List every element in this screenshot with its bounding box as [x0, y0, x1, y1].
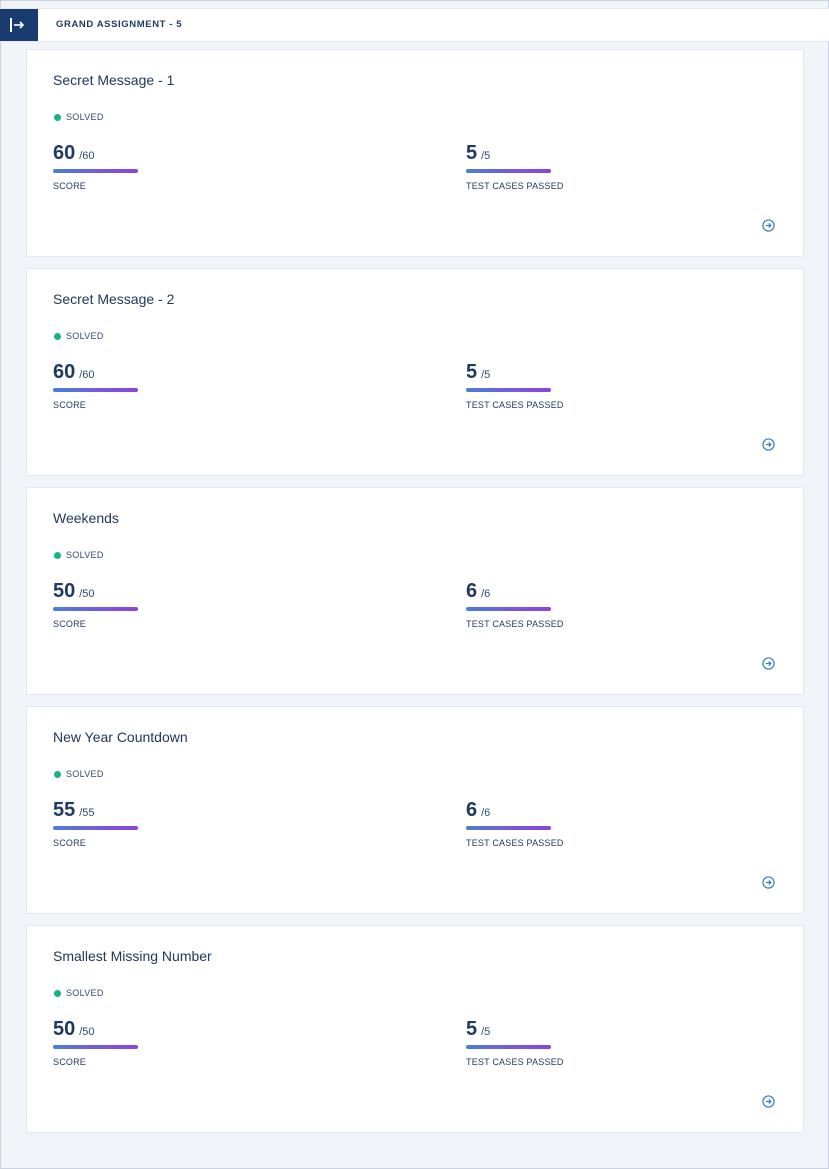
- status-badge: SOLVED: [54, 550, 104, 560]
- solved-dot-icon: [54, 332, 61, 340]
- arrow-right-circle-icon: [762, 876, 775, 889]
- test-cases-metric: 6 /6 TEST CASES PASSED: [466, 580, 564, 629]
- score-max: /55: [79, 807, 95, 819]
- problem-title: Weekends: [53, 510, 119, 526]
- test-cases-metric: 6 /6 TEST CASES PASSED: [466, 799, 564, 848]
- problem-title: Smallest Missing Number: [53, 948, 212, 964]
- test-cases-value: 6: [466, 580, 478, 602]
- test-cases-progress-bar: [466, 1045, 551, 1049]
- score-label: SCORE: [53, 400, 87, 410]
- solved-dot-icon: [54, 989, 61, 997]
- score-label: SCORE: [53, 181, 87, 191]
- problem-title: Secret Message - 1: [53, 72, 175, 88]
- score-label: SCORE: [53, 1057, 87, 1067]
- score-label: SCORE: [53, 619, 87, 629]
- problem-card: Weekends SOLVED 50 /50 SCORE 6 /6 TEST C…: [26, 487, 804, 695]
- test-cases-label: TEST CASES PASSED: [466, 181, 564, 191]
- score-max: /60: [79, 369, 95, 381]
- test-cases-metric: 5 /5 TEST CASES PASSED: [466, 361, 564, 410]
- score-max: /50: [79, 588, 95, 600]
- arrow-right-circle-icon: [762, 219, 775, 232]
- arrow-right-circle-icon: [762, 438, 775, 451]
- score-progress-bar: [53, 169, 138, 173]
- status-label: SOLVED: [66, 112, 104, 122]
- open-problem-button[interactable]: [762, 657, 775, 670]
- open-problem-button[interactable]: [762, 876, 775, 889]
- problem-card: Smallest Missing Number SOLVED 50 /50 SC…: [26, 925, 804, 1133]
- test-cases-progress-bar: [466, 388, 551, 392]
- assignment-title: GRAND ASSIGNMENT - 5: [56, 19, 183, 30]
- test-cases-max: /6: [481, 807, 491, 819]
- score-max: /60: [79, 150, 95, 162]
- score-progress-bar: [53, 607, 138, 611]
- test-cases-max: /5: [481, 1026, 491, 1038]
- score-metric: 50 /50 SCORE: [53, 580, 138, 629]
- expand-sidebar-button[interactable]: [0, 9, 38, 41]
- test-cases-label: TEST CASES PASSED: [466, 1057, 564, 1067]
- score-value: 60: [53, 361, 76, 383]
- test-cases-label: TEST CASES PASSED: [466, 838, 564, 848]
- arrow-right-circle-icon: [762, 1095, 775, 1108]
- test-cases-max: /6: [481, 588, 491, 600]
- test-cases-value: 5: [466, 1018, 478, 1040]
- test-cases-max: /5: [481, 369, 491, 381]
- test-cases-value: 6: [466, 799, 478, 821]
- test-cases-progress-bar: [466, 826, 551, 830]
- score-metric: 60 /60 SCORE: [53, 361, 138, 410]
- status-label: SOLVED: [66, 988, 104, 998]
- status-badge: SOLVED: [54, 331, 104, 341]
- solved-dot-icon: [54, 113, 61, 121]
- test-cases-value: 5: [466, 361, 478, 383]
- status-badge: SOLVED: [54, 988, 104, 998]
- test-cases-value: 5: [466, 142, 478, 164]
- status-badge: SOLVED: [54, 112, 104, 122]
- score-value: 50: [53, 1018, 76, 1040]
- solved-dot-icon: [54, 770, 61, 778]
- problem-card: Secret Message - 1 SOLVED 60 /60 SCORE 5…: [26, 49, 804, 257]
- test-cases-metric: 5 /5 TEST CASES PASSED: [466, 1018, 564, 1067]
- score-metric: 60 /60 SCORE: [53, 142, 138, 191]
- open-problem-button[interactable]: [762, 1095, 775, 1108]
- expand-sidebar-icon: [10, 18, 25, 32]
- score-max: /50: [79, 1026, 95, 1038]
- status-label: SOLVED: [66, 769, 104, 779]
- score-value: 50: [53, 580, 76, 602]
- test-cases-progress-bar: [466, 607, 551, 611]
- problem-card: Secret Message - 2 SOLVED 60 /60 SCORE 5…: [26, 268, 804, 476]
- test-cases-progress-bar: [466, 169, 551, 173]
- open-problem-button[interactable]: [762, 438, 775, 451]
- test-cases-label: TEST CASES PASSED: [466, 400, 564, 410]
- arrow-right-circle-icon: [762, 657, 775, 670]
- status-label: SOLVED: [66, 550, 104, 560]
- test-cases-metric: 5 /5 TEST CASES PASSED: [466, 142, 564, 191]
- test-cases-max: /5: [481, 150, 491, 162]
- score-value: 55: [53, 799, 76, 821]
- score-label: SCORE: [53, 838, 87, 848]
- score-value: 60: [53, 142, 76, 164]
- assignment-header: GRAND ASSIGNMENT - 5: [0, 8, 829, 42]
- score-metric: 50 /50 SCORE: [53, 1018, 138, 1067]
- problem-title: New Year Countdown: [53, 729, 188, 745]
- status-badge: SOLVED: [54, 769, 104, 779]
- problem-card: New Year Countdown SOLVED 55 /55 SCORE 6…: [26, 706, 804, 914]
- score-metric: 55 /55 SCORE: [53, 799, 138, 848]
- score-progress-bar: [53, 1045, 138, 1049]
- score-progress-bar: [53, 826, 138, 830]
- solved-dot-icon: [54, 551, 61, 559]
- status-label: SOLVED: [66, 331, 104, 341]
- problem-title: Secret Message - 2: [53, 291, 175, 307]
- open-problem-button[interactable]: [762, 219, 775, 232]
- score-progress-bar: [53, 388, 138, 392]
- test-cases-label: TEST CASES PASSED: [466, 619, 564, 629]
